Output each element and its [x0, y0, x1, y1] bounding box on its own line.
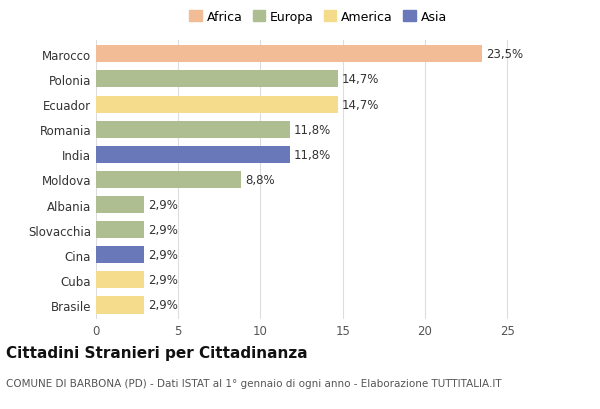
Text: 14,7%: 14,7% — [342, 73, 379, 86]
Bar — [96, 196, 143, 213]
Text: 11,8%: 11,8% — [294, 124, 331, 136]
Text: 23,5%: 23,5% — [487, 48, 524, 61]
Text: 2,9%: 2,9% — [148, 274, 178, 287]
Text: 14,7%: 14,7% — [342, 98, 379, 111]
Bar — [96, 146, 290, 164]
Text: 2,9%: 2,9% — [148, 198, 178, 211]
Bar — [96, 297, 143, 314]
Bar — [96, 247, 143, 264]
Legend: Africa, Europa, America, Asia: Africa, Europa, America, Asia — [184, 6, 452, 29]
Text: Cittadini Stranieri per Cittadinanza: Cittadini Stranieri per Cittadinanza — [6, 346, 308, 361]
Bar — [96, 46, 482, 63]
Text: 2,9%: 2,9% — [148, 249, 178, 262]
Text: 2,9%: 2,9% — [148, 224, 178, 236]
Text: 2,9%: 2,9% — [148, 299, 178, 312]
Bar — [96, 272, 143, 289]
Bar — [96, 121, 290, 138]
Bar — [96, 96, 338, 113]
Bar — [96, 71, 338, 88]
Bar — [96, 222, 143, 238]
Text: 11,8%: 11,8% — [294, 148, 331, 162]
Text: 8,8%: 8,8% — [245, 173, 274, 187]
Bar — [96, 171, 241, 189]
Text: COMUNE DI BARBONA (PD) - Dati ISTAT al 1° gennaio di ogni anno - Elaborazione TU: COMUNE DI BARBONA (PD) - Dati ISTAT al 1… — [6, 378, 502, 388]
